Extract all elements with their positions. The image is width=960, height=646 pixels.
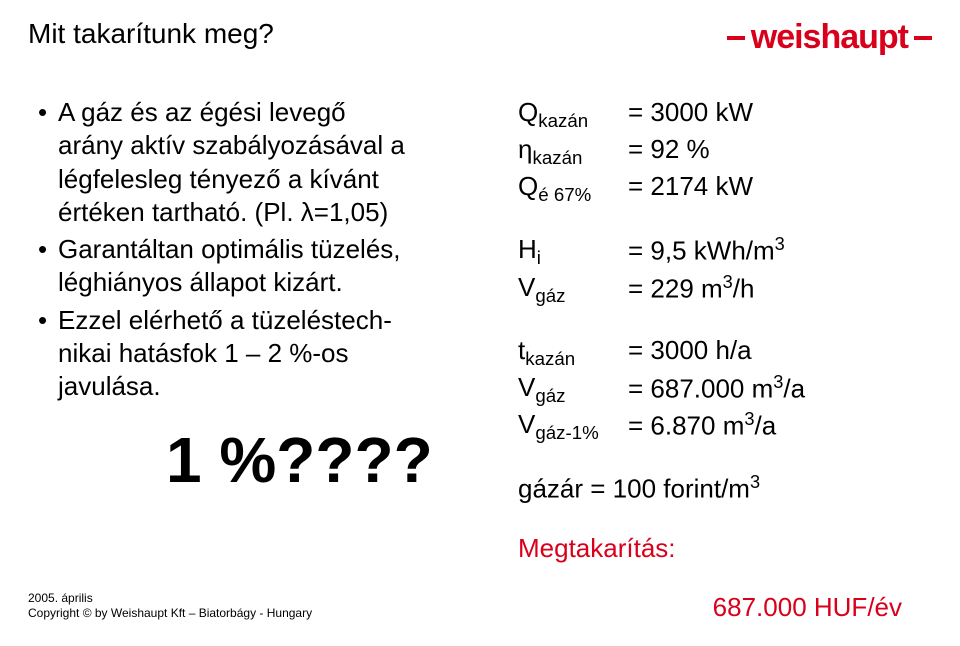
brand-text: weishaupt [751,18,908,57]
row-eta-kazan: ηkazán = 92 % [518,133,932,170]
row-tkazan: tkazán = 3000 h/a [518,334,932,371]
val-hi-a: = 9,5 kWh/m [628,236,775,266]
sub-gaz-1pct: gáz-1% [535,422,598,443]
sym-h: H [518,234,537,264]
val-vgaz3-a: = 6.870 m [628,411,744,441]
sym-v3: V [518,409,535,439]
sup-hi: 3 [775,234,785,254]
val-eta-kazan: = 92 % [628,133,710,170]
footer: 2005. április Copyright © by Weishaupt K… [28,591,312,622]
sub-gaz-2: gáz [535,385,565,406]
val-vgaz2-a: = 687.000 m [628,374,773,404]
row-vgaz-1: Vgáz = 229 m3/h [518,271,932,308]
val-vgaz1-b: /h [733,273,755,303]
val-vgaz2-b: /a [783,374,805,404]
row-savings-value: 687.000 HUF/év [518,591,932,624]
bullet-2: Garantáltan optimális tüzelés, léghiányo… [36,233,476,300]
left-column: A gáz és az égési levegő arány aktív sza… [36,96,476,625]
bullet-1-line-4: értéken tartható. (Pl. λ=1,05) [58,196,476,229]
bullet-2-line-1: Garantáltan optimális tüzelés, [58,234,401,264]
content-area: A gáz és az égési levegő arány aktív sza… [36,96,932,625]
row-savings-label: Megtakarítás: [518,532,932,565]
sub-kazan-2: kazán [532,147,582,168]
val-q-67: = 2174 kW [628,170,753,207]
val-gazar-a: gázár = 100 forint/m [518,474,750,504]
bullet-2-line-2: léghiányos állapot kizárt. [58,266,476,299]
sup-vgaz1: 3 [723,272,733,292]
bullet-3: Ezzel elérhető a tüzeléstech- nikai hatá… [36,304,476,404]
val-q-kazan: = 3000 kW [628,96,753,133]
bullet-1: A gáz és az égési levegő arány aktív sza… [36,96,476,229]
bullet-1-line-3: légfelesleg tényező a kívánt [58,163,476,196]
row-vgaz-2: Vgáz = 687.000 m3/a [518,371,932,408]
bullet-3-line-2: nikai hatásfok 1 – 2 %-os [58,337,476,370]
sub-kazan-1: kazán [538,110,588,131]
val-vgaz3-b: /a [754,411,776,441]
row-hi: Hi = 9,5 kWh/m3 [518,233,932,270]
sup-gazar: 3 [750,472,760,492]
sup-vgaz3: 3 [744,409,754,429]
sym-v1: V [518,272,535,302]
row-q-67: Qé 67% = 2174 kW [518,170,932,207]
page-title: Mit takarítunk meg? [28,18,274,50]
sup-vgaz2: 3 [773,372,783,392]
sym-q: Q [518,97,538,127]
row-q-kazan: Qkazán = 3000 kW [518,96,932,133]
brand-dash-right [914,36,932,40]
sym-v2: V [518,372,535,402]
header: Mit takarítunk meg? weishaupt [28,18,932,57]
val-tkazan: = 3000 h/a [628,334,752,371]
row-gazar: gázár = 100 forint/m3 [518,471,932,506]
sub-67: é 67% [538,184,591,205]
bullet-1-line-2: arány aktív szabályozásával a [58,129,476,162]
footer-line-1: 2005. április [28,591,312,607]
right-column: Qkazán = 3000 kW ηkazán = 92 % Qé 67% = … [476,96,932,625]
bullet-3-line-1: Ezzel elérhető a tüzeléstech- [58,305,392,335]
row-vgaz-1pct: Vgáz-1% = 6.870 m3/a [518,408,932,445]
sym-q67: Q [518,171,538,201]
big-question: 1 %???? [166,420,433,502]
val-vgaz1-a: = 229 m [628,273,723,303]
brand-logo: weishaupt [727,18,932,57]
bullet-1-line-1: A gáz és az égési levegő [58,97,346,127]
sub-i: i [537,248,541,269]
bullet-3-line-3: javulása. [58,370,476,403]
footer-line-2: Copyright © by Weishaupt Kft – Biatorbág… [28,606,312,622]
sym-eta: η [518,134,532,164]
sub-kazan-3: kazán [525,348,575,369]
sub-gaz-1: gáz [535,285,565,306]
brand-dash-left [727,36,745,40]
